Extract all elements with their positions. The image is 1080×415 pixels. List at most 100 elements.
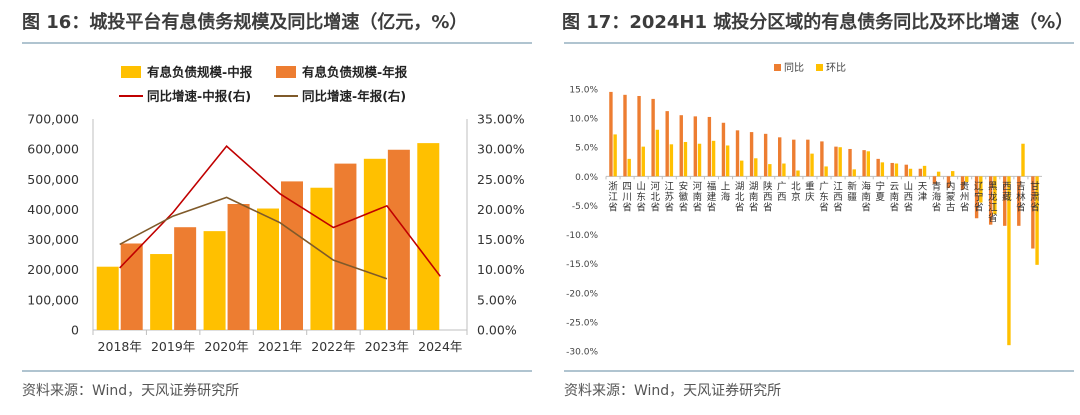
bar-yoy <box>609 91 613 177</box>
bar-yoy <box>637 95 641 177</box>
x-tick-label: 河南省 <box>693 180 703 213</box>
x-tick-label: 湖南省 <box>749 181 759 213</box>
bar-qoq <box>965 176 969 183</box>
bar-yoy <box>778 137 782 177</box>
line-growth-mid-report <box>119 144 441 277</box>
x-tick-label: 上海 <box>721 181 731 203</box>
bar-qoq <box>796 170 800 177</box>
x-tick-label: 广西 <box>777 180 787 203</box>
bar-qoq <box>711 140 716 177</box>
footer-divider <box>22 370 532 372</box>
chart-title: 图 16：城投平台有息债务规模及同比增速（亿元，%） <box>22 12 468 33</box>
legend-swatch-0 <box>121 66 141 78</box>
y-tick-left: 300,000 <box>27 232 79 247</box>
line-growth-annual-report <box>119 196 388 280</box>
bar-mid-report <box>417 143 440 330</box>
bar-yoy <box>763 133 768 177</box>
bar-qoq <box>880 162 885 177</box>
bar-qoq <box>993 176 997 215</box>
bar-qoq <box>641 146 645 177</box>
bar-qoq <box>754 158 758 177</box>
panel-right: 图 17：2024H1 城投分区域的有息债务同比及环比增速（%） 同比 环比 -30… <box>540 0 1080 415</box>
legend-label-1: 有息负债规模-年报 <box>302 65 408 80</box>
bar-qoq <box>894 163 899 177</box>
y-tick-label: -15.0% <box>566 260 598 270</box>
x-tick-label: 甘肃省 <box>1030 180 1040 213</box>
bar-yoy <box>679 115 683 177</box>
bar-qoq <box>824 166 828 177</box>
y-tick-left: 200,000 <box>27 262 79 277</box>
bar-yoy <box>651 98 655 177</box>
bar-yoy <box>848 148 852 177</box>
y-tick-right: 10.00% <box>477 262 525 277</box>
bar-mid-report <box>150 254 173 330</box>
bar-mid-report <box>363 158 386 330</box>
y-tick-label: -25.0% <box>566 318 598 328</box>
bar-qoq <box>852 169 856 177</box>
x-tick-label: 2022年 <box>311 339 355 354</box>
x-tick-label: 贵州省 <box>960 180 970 213</box>
bar-qoq <box>669 144 674 177</box>
x-tick-label: 吉林省 <box>1016 181 1026 213</box>
x-tick-label: 2021年 <box>258 339 302 354</box>
title-divider <box>22 42 532 44</box>
x-tick-label: 2020年 <box>204 339 248 354</box>
x-tick-label: 江西省 <box>833 181 843 213</box>
x-tick-label: 重庆 <box>805 180 815 203</box>
y-tick-right: 30.00% <box>477 142 525 157</box>
bar-yoy <box>721 122 726 177</box>
bar-qoq <box>740 160 744 177</box>
bar-mid-report <box>310 187 333 330</box>
bar-yoy <box>946 176 951 188</box>
x-tick-label: 2018年 <box>98 339 142 354</box>
x-tick-label: 山东省 <box>636 181 646 213</box>
y-tick-left: 600,000 <box>27 142 79 157</box>
y-tick-right: 15.00% <box>477 232 525 247</box>
x-tick-label: 陕西省 <box>763 180 773 213</box>
x-tick-label: 浙江省 <box>608 180 618 213</box>
y-tick-left: 400,000 <box>27 202 79 217</box>
source-note: 资料来源：Wind，天风证券研究所 <box>564 383 782 399</box>
x-tick-label: 新疆 <box>847 180 857 203</box>
bar-qoq <box>683 141 688 177</box>
bar-yoy <box>806 139 810 177</box>
x-tick-label: 2019年 <box>151 339 195 354</box>
bar-yoy <box>1031 176 1035 249</box>
bar-qoq <box>866 151 870 177</box>
chart-title: 图 17：2024H1 城投分区域的有息债务同比及环比增速（%） <box>562 12 1074 33</box>
bar-yoy <box>665 111 669 177</box>
bar-qoq <box>922 165 927 177</box>
bar-mid-report <box>96 266 119 330</box>
y-tick-right: 5.00% <box>477 292 517 307</box>
x-tick-label: 2024年 <box>418 339 462 354</box>
bar-yoy <box>735 130 740 177</box>
legend-swatch-1 <box>276 66 296 78</box>
bar-yoy <box>623 94 627 177</box>
bar-annual-report <box>227 204 250 330</box>
bar-qoq <box>810 153 814 177</box>
legend-swatch-qoq <box>816 64 823 71</box>
bar-qoq <box>768 164 772 177</box>
bar-qoq <box>838 147 842 177</box>
y-tick-label: -10.0% <box>566 231 598 241</box>
y-tick-right: 25.00% <box>477 172 525 187</box>
bar-qoq <box>1007 176 1011 346</box>
x-tick-label: 广东省 <box>819 180 829 213</box>
x-tick-label: 江苏省 <box>665 181 675 213</box>
y-tick-label: 10.0% <box>569 115 598 125</box>
bar-yoy <box>862 150 866 177</box>
bar-yoy <box>707 116 712 177</box>
x-tick-label: 西藏 <box>1002 181 1012 203</box>
bar-qoq <box>725 145 730 177</box>
footer-divider <box>564 370 1074 372</box>
panel-left: 图 16：城投平台有息债务规模及同比增速（亿元，%） 有息负债规模-中报 有息负债… <box>22 12 532 399</box>
bar-qoq <box>950 171 955 177</box>
y-tick-left: 0 <box>71 323 79 338</box>
x-tick-label: 云南省 <box>890 181 900 213</box>
bar-yoy <box>974 176 979 219</box>
y-tick-label: 5.0% <box>575 144 598 154</box>
legend-label-0: 有息负债规模-中报 <box>147 65 253 80</box>
bar-qoq <box>1021 143 1025 177</box>
bar-annual-report <box>334 163 357 330</box>
